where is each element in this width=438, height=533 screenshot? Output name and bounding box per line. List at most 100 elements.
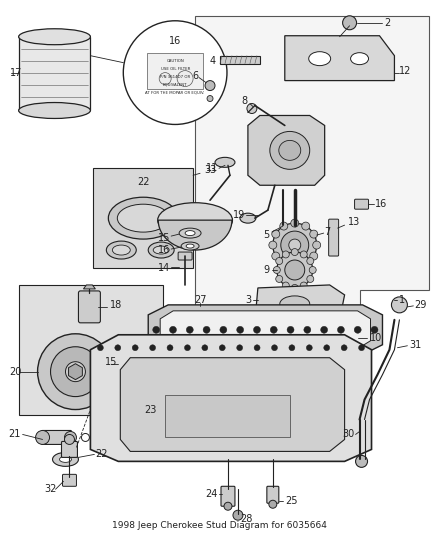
FancyBboxPatch shape	[93, 168, 193, 268]
FancyBboxPatch shape	[220, 55, 260, 63]
Circle shape	[97, 345, 103, 351]
Circle shape	[291, 263, 299, 271]
Circle shape	[124, 21, 227, 124]
Circle shape	[269, 500, 277, 508]
Circle shape	[313, 241, 321, 249]
Text: 16: 16	[158, 245, 170, 255]
FancyBboxPatch shape	[178, 252, 192, 260]
Circle shape	[307, 276, 314, 282]
Ellipse shape	[117, 204, 169, 232]
Text: 1998 Jeep Cherokee Stud Diagram for 6035664: 1998 Jeep Cherokee Stud Diagram for 6035…	[112, 521, 326, 530]
Circle shape	[150, 345, 155, 351]
Text: CAUTION: CAUTION	[166, 59, 184, 63]
Circle shape	[186, 326, 193, 333]
Ellipse shape	[19, 29, 90, 45]
Circle shape	[354, 326, 361, 333]
Text: 24: 24	[205, 489, 218, 499]
Text: 15: 15	[158, 233, 170, 243]
FancyBboxPatch shape	[267, 486, 279, 503]
Text: 33: 33	[204, 165, 216, 175]
Circle shape	[81, 433, 89, 441]
Text: 13: 13	[348, 217, 360, 227]
Circle shape	[115, 345, 121, 351]
Text: 2: 2	[385, 18, 391, 28]
Circle shape	[277, 252, 313, 288]
Text: 23: 23	[144, 405, 156, 415]
Text: 25: 25	[285, 496, 297, 506]
Text: 28: 28	[240, 514, 252, 524]
Polygon shape	[248, 116, 325, 185]
Circle shape	[324, 345, 330, 351]
Circle shape	[341, 345, 347, 351]
Circle shape	[283, 251, 289, 258]
Circle shape	[273, 223, 317, 267]
Circle shape	[276, 257, 283, 264]
Polygon shape	[255, 285, 345, 322]
Circle shape	[184, 345, 191, 351]
Text: 9: 9	[264, 265, 270, 275]
Ellipse shape	[19, 102, 90, 118]
Text: 32: 32	[44, 484, 57, 494]
Circle shape	[272, 230, 280, 238]
Circle shape	[283, 282, 289, 289]
Circle shape	[220, 326, 227, 333]
Circle shape	[202, 345, 208, 351]
Ellipse shape	[53, 453, 78, 466]
Circle shape	[203, 326, 210, 333]
Text: 21: 21	[9, 430, 21, 440]
Ellipse shape	[153, 246, 169, 254]
Ellipse shape	[309, 52, 331, 66]
Ellipse shape	[112, 245, 130, 255]
Circle shape	[207, 95, 213, 101]
Text: 7: 7	[325, 227, 331, 237]
FancyBboxPatch shape	[42, 431, 71, 445]
Polygon shape	[83, 285, 95, 289]
Circle shape	[35, 431, 49, 445]
Circle shape	[291, 248, 298, 255]
Text: 15: 15	[106, 357, 118, 367]
Circle shape	[285, 260, 305, 280]
Text: 4: 4	[210, 55, 216, 66]
Circle shape	[280, 222, 288, 230]
Text: 11: 11	[206, 163, 218, 173]
FancyBboxPatch shape	[335, 323, 345, 337]
Text: 17: 17	[10, 68, 22, 78]
Polygon shape	[285, 36, 395, 80]
Text: 1: 1	[399, 295, 406, 305]
Text: 14: 14	[158, 263, 170, 273]
Circle shape	[291, 285, 298, 292]
FancyBboxPatch shape	[78, 291, 100, 323]
Text: 20: 20	[10, 367, 22, 377]
Circle shape	[281, 231, 309, 259]
Circle shape	[177, 71, 193, 86]
Circle shape	[343, 16, 357, 30]
Circle shape	[287, 326, 294, 333]
FancyBboxPatch shape	[221, 486, 235, 506]
Circle shape	[132, 345, 138, 351]
FancyBboxPatch shape	[108, 343, 130, 382]
Circle shape	[304, 326, 311, 333]
Circle shape	[224, 502, 232, 510]
Circle shape	[309, 266, 316, 273]
FancyBboxPatch shape	[63, 474, 77, 486]
Circle shape	[50, 347, 100, 397]
Ellipse shape	[60, 456, 71, 462]
Text: 10: 10	[370, 333, 382, 343]
Circle shape	[233, 510, 243, 520]
Ellipse shape	[240, 213, 256, 223]
Ellipse shape	[186, 244, 194, 248]
Text: 29: 29	[414, 300, 427, 310]
Text: 22: 22	[137, 177, 149, 187]
Circle shape	[307, 257, 314, 264]
Circle shape	[269, 241, 277, 249]
Text: 5: 5	[264, 230, 270, 240]
Polygon shape	[158, 220, 232, 250]
Text: 19: 19	[233, 210, 245, 220]
Circle shape	[38, 334, 113, 409]
Circle shape	[254, 326, 261, 333]
Text: 3: 3	[246, 295, 252, 305]
Circle shape	[270, 326, 277, 333]
Circle shape	[66, 362, 85, 382]
Circle shape	[300, 251, 307, 258]
Circle shape	[392, 297, 407, 313]
